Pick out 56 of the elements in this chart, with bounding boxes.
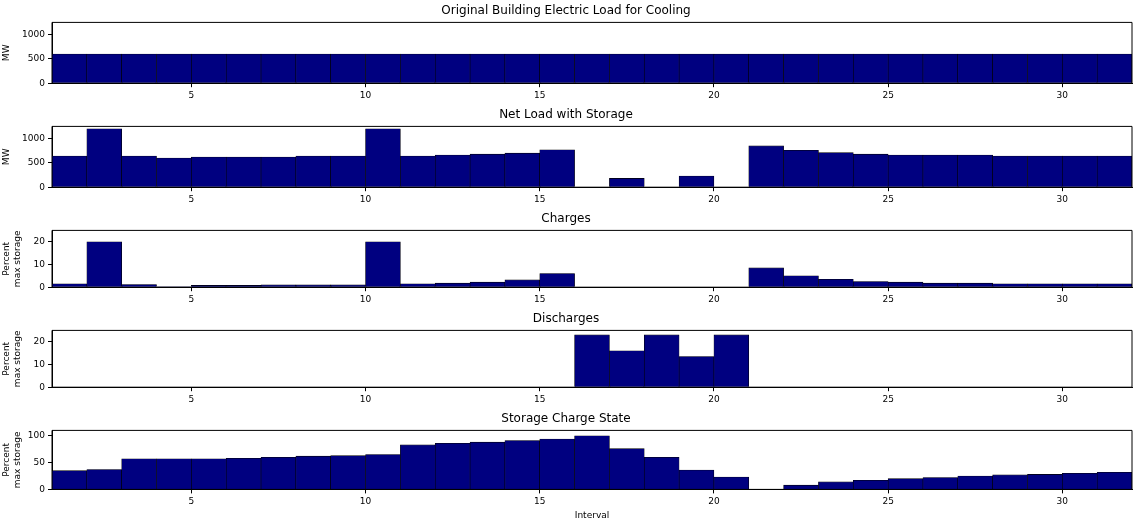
x-tick-label: 10 [359, 496, 372, 507]
x-tick-label: 25 [882, 496, 894, 507]
y-axis-title: Percent max storage [0, 230, 22, 288]
x-tick-label: 30 [1056, 293, 1069, 304]
y-tick-label: 0 [39, 181, 46, 192]
x-tick-label: 25 [882, 89, 894, 100]
x-tick-label: 30 [1056, 89, 1069, 100]
y-axis-title: Percent max storage [0, 431, 22, 489]
chart-title: Storage Charge State [501, 411, 631, 426]
x-tick-label: 5 [188, 193, 195, 204]
x-tick-label: 15 [534, 293, 546, 304]
x-tick-label: 15 [534, 393, 546, 404]
x-tick-label: 25 [882, 193, 894, 204]
x-tick-label: 25 [882, 293, 894, 304]
x-tick-label: 15 [534, 496, 546, 507]
x-tick-label: 5 [188, 496, 195, 507]
y-tick-label: 10 [33, 258, 46, 269]
x-tick-label: 10 [359, 193, 372, 204]
y-tick-label: 500 [27, 157, 46, 168]
x-tick-label: 5 [188, 293, 195, 304]
y-tick-label: 1000 [22, 28, 46, 39]
x-tick-label: 30 [1056, 496, 1069, 507]
x-tick-label: 20 [708, 393, 720, 404]
x-tick-label: 30 [1056, 393, 1069, 404]
y-axis-title: MW [0, 148, 11, 166]
x-tick-label: 20 [708, 89, 720, 100]
x-tick-label: 20 [708, 193, 720, 204]
chart-title: Original Building Electric Load for Cooling [441, 3, 691, 18]
y-tick-label: 0 [39, 483, 46, 494]
y-tick-label: 20 [33, 236, 46, 247]
chart-title: Charges [541, 211, 591, 226]
x-axis-title: Interval [574, 509, 610, 520]
y-tick-label: 500 [27, 53, 46, 64]
x-tick-label: 10 [359, 293, 372, 304]
y-tick-label: 100 [27, 430, 46, 441]
y-tick-label: 0 [39, 77, 46, 88]
y-axis-title: Percent max storage [0, 330, 22, 388]
y-tick-label: 0 [39, 381, 46, 392]
y-tick-label: 50 [33, 456, 46, 467]
x-tick-label: 5 [188, 393, 195, 404]
y-tick-label: 20 [33, 336, 46, 347]
x-tick-label: 20 [708, 496, 720, 507]
y-axis-title: MW [0, 44, 11, 62]
x-tick-label: 30 [1056, 193, 1069, 204]
chart-title: Net Load with Storage [499, 107, 633, 122]
y-tick-label: 0 [39, 281, 46, 292]
y-tick-label: 1000 [22, 132, 46, 143]
x-tick-label: 5 [188, 89, 195, 100]
x-tick-label: 10 [359, 393, 372, 404]
chart-title: Discharges [532, 311, 600, 326]
y-tick-label: 10 [33, 358, 46, 369]
x-tick-label: 15 [534, 193, 546, 204]
x-tick-label: 20 [708, 293, 720, 304]
x-tick-label: 15 [534, 89, 546, 100]
x-tick-label: 25 [882, 393, 894, 404]
x-tick-label: 10 [359, 89, 372, 100]
